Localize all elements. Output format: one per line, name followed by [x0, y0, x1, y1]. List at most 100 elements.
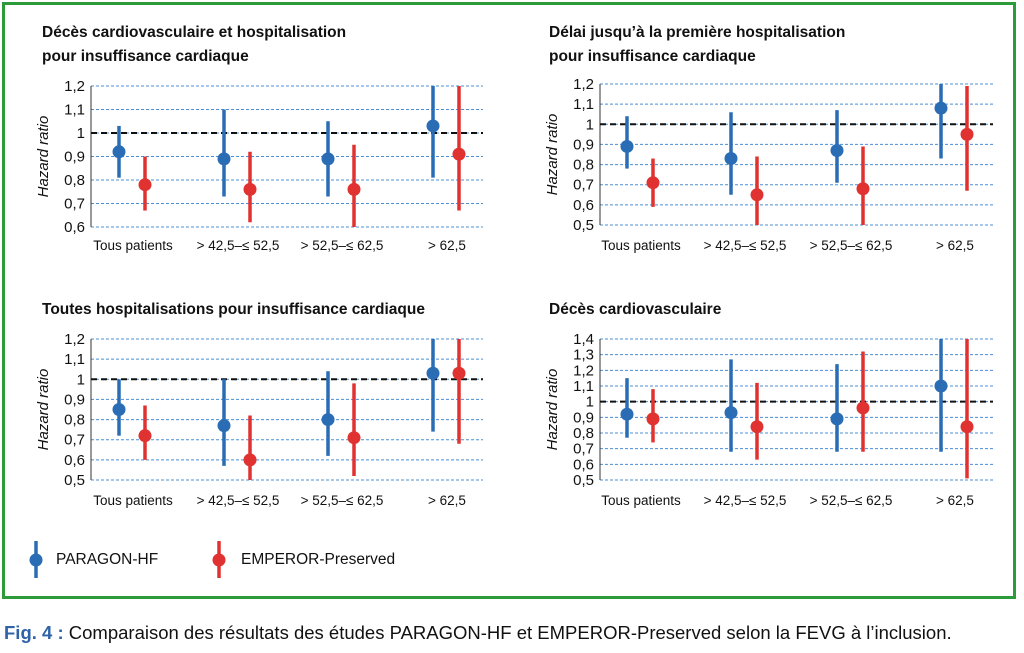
- x-category-label: > 62,5: [936, 493, 974, 508]
- y-axis-title: Hazard ratio: [35, 369, 52, 451]
- paragon-point: [724, 152, 738, 166]
- emperor-point: [750, 420, 764, 434]
- x-category-label: Tous patients: [601, 493, 681, 508]
- y-tick-label: 0,5: [573, 472, 594, 489]
- emperor-point: [856, 401, 870, 415]
- emperor-point: [856, 182, 870, 196]
- emperor-point: [347, 431, 361, 445]
- figure-caption: Fig. 4 : Comparaison des résultats des é…: [4, 622, 952, 644]
- y-tick-label: 0,6: [573, 456, 594, 473]
- emperor-point: [243, 182, 257, 196]
- emperor-point: [750, 188, 764, 202]
- y-tick-label: 1,2: [64, 78, 85, 95]
- paragon-point: [830, 143, 844, 157]
- y-tick-label: 0,8: [64, 412, 85, 429]
- paragon-point: [934, 379, 948, 393]
- figure-frame: [2, 2, 1016, 599]
- legend-marker-paragon: [29, 541, 43, 578]
- x-category-label: > 52,5–≤ 62,5: [810, 238, 893, 253]
- y-tick-label: 0,8: [64, 172, 85, 189]
- y-tick-label: 1,1: [64, 102, 85, 119]
- caption-label: Fig. 4 :: [4, 622, 64, 643]
- x-category-label: Tous patients: [93, 493, 173, 508]
- y-tick-label: 0,7: [573, 441, 594, 458]
- chart-panel-3: Toutes hospitalisations pour insuffisanc…: [35, 301, 483, 508]
- y-tick-label: 0,7: [573, 177, 594, 194]
- x-category-label: > 52,5–≤ 62,5: [301, 238, 384, 253]
- y-axis-title: Hazard ratio: [544, 114, 561, 196]
- y-tick-label: 1,2: [573, 362, 594, 379]
- chart-panel-2: Délai jusqu’à la première hospitalisatio…: [544, 24, 993, 253]
- x-category-label: Tous patients: [601, 238, 681, 253]
- emperor-point: [452, 366, 466, 380]
- paragon-point: [321, 413, 335, 427]
- emperor-point: [646, 176, 660, 190]
- emperor-point: [138, 178, 152, 192]
- y-tick-label: 0,9: [573, 136, 594, 153]
- paragon-point: [620, 139, 634, 153]
- x-category-label: > 52,5–≤ 62,5: [301, 493, 384, 508]
- y-tick-label: 0,7: [64, 196, 85, 213]
- paragon-point: [217, 419, 231, 433]
- paragon-point: [217, 152, 231, 166]
- x-category-label: > 42,5–≤ 52,5: [197, 238, 280, 253]
- y-tick-label: 0,7: [64, 432, 85, 449]
- x-category-label: > 52,5–≤ 62,5: [810, 493, 893, 508]
- paragon-point: [321, 152, 335, 166]
- emperor-point: [347, 182, 361, 196]
- chart-panel-4: Décès cardiovasculaire0,50,60,70,80,911,…: [544, 301, 993, 508]
- y-tick-label: 0,5: [64, 472, 85, 489]
- paragon-point: [620, 407, 634, 421]
- y-tick-label: 0,9: [64, 391, 85, 408]
- y-tick-label: 1,4: [573, 331, 594, 348]
- y-tick-label: 0,6: [573, 197, 594, 214]
- chart-title: Décès cardiovasculaire: [549, 301, 722, 318]
- paragon-point: [112, 403, 126, 416]
- y-tick-label: 1,1: [573, 378, 594, 395]
- y-tick-label: 0,5: [573, 217, 594, 234]
- x-category-label: > 62,5: [428, 238, 466, 253]
- legend-dot: [212, 553, 226, 567]
- paragon-point: [426, 366, 440, 380]
- paragon-point: [934, 101, 948, 115]
- x-category-label: > 62,5: [428, 493, 466, 508]
- y-tick-label: 1,3: [573, 347, 594, 364]
- legend-marker-emperor: [212, 541, 226, 578]
- chart-title: Délai jusqu’à la première hospitalisatio…: [549, 24, 845, 41]
- y-axis-title: Hazard ratio: [35, 116, 52, 198]
- paragon-point: [426, 119, 440, 133]
- x-category-label: > 42,5–≤ 52,5: [704, 493, 787, 508]
- y-tick-label: 0,8: [573, 425, 594, 442]
- x-category-label: > 42,5–≤ 52,5: [197, 493, 280, 508]
- chart-title: pour insuffisance cardiaque: [549, 48, 756, 65]
- x-category-label: > 42,5–≤ 52,5: [704, 238, 787, 253]
- paragon-point: [112, 145, 126, 159]
- chart-title: pour insuffisance cardiaque: [42, 48, 249, 65]
- legend-label-paragon: PARAGON-HF: [56, 551, 159, 568]
- y-tick-label: 0,6: [64, 219, 85, 236]
- y-tick-label: 1: [77, 125, 85, 142]
- emperor-point: [960, 420, 974, 434]
- y-tick-label: 0,9: [64, 149, 85, 166]
- y-tick-label: 1,2: [573, 76, 594, 93]
- emperor-point: [138, 429, 152, 443]
- emperor-point: [452, 147, 466, 161]
- legend-label-emperor: EMPEROR-Preserved: [241, 551, 396, 568]
- emperor-point: [960, 127, 974, 141]
- x-category-label: Tous patients: [93, 238, 173, 253]
- legend-dot: [29, 553, 43, 567]
- paragon-point: [724, 406, 738, 420]
- y-axis-title: Hazard ratio: [544, 369, 561, 451]
- chart-panel-1: Décès cardiovasculaire et hospitalisatio…: [35, 24, 483, 253]
- y-tick-label: 1,1: [573, 96, 594, 113]
- paragon-point: [830, 412, 844, 426]
- emperor-point: [243, 453, 257, 467]
- y-tick-label: 1: [586, 394, 594, 411]
- caption-text: Comparaison des résultats des études PAR…: [68, 622, 952, 643]
- y-tick-label: 0,9: [573, 409, 594, 426]
- y-tick-label: 1: [77, 371, 85, 388]
- chart-title: Décès cardiovasculaire et hospitalisatio…: [42, 24, 346, 41]
- y-tick-label: 0,8: [573, 157, 594, 174]
